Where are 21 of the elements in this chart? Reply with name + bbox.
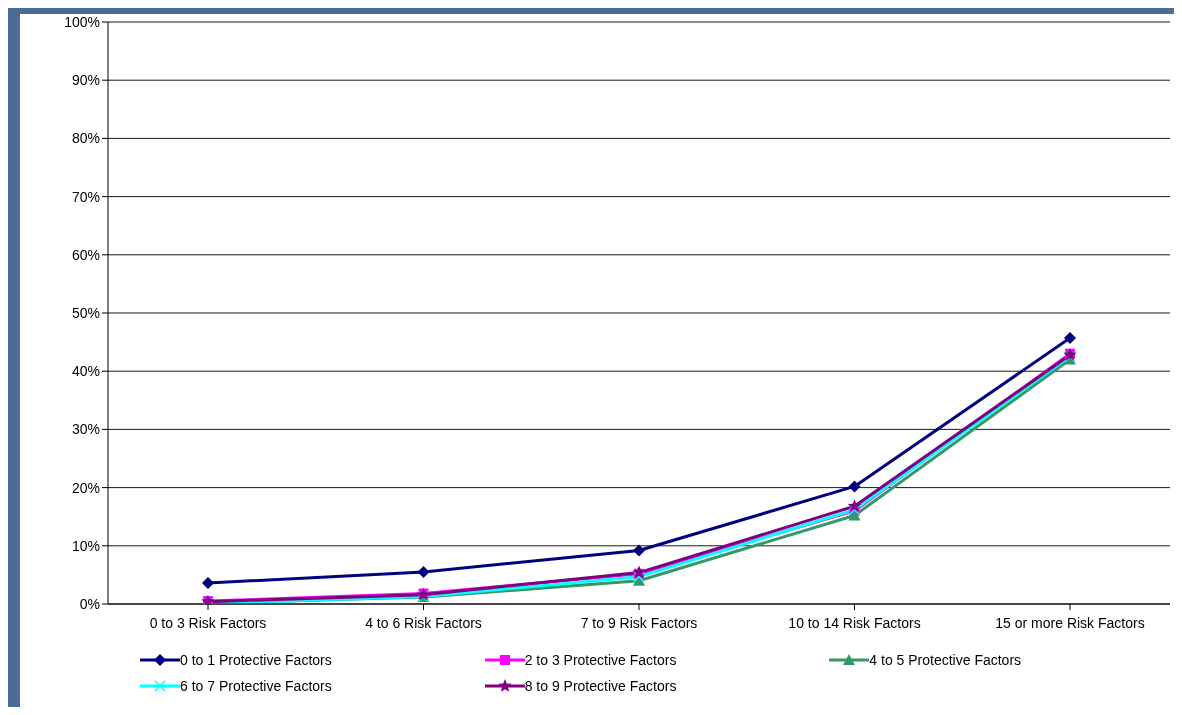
x-tick-label: 0 to 3 Risk Factors [149, 614, 267, 631]
y-tick-label: 80% [71, 130, 100, 147]
y-tick-label: 90% [71, 72, 100, 89]
legend-label: 0 to 1 Protective Factors [180, 652, 332, 668]
x-tick-label: 15 or more Risk Factors [995, 614, 1145, 631]
y-tick-label: 50% [71, 304, 100, 321]
y-tick-label: 10% [71, 537, 100, 554]
y-tick-label: 40% [71, 363, 100, 380]
legend-label: 6 to 7 Protective Factors [180, 678, 332, 694]
legend-label: 4 to 5 Protective Factors [869, 652, 1022, 668]
y-tick-label: 30% [71, 421, 100, 438]
y-tick-label: 60% [71, 246, 100, 263]
y-tick-label: 70% [71, 188, 100, 205]
x-tick-label: 7 to 9 Risk Factors [580, 614, 698, 631]
y-tick-label: 20% [71, 479, 100, 496]
legend-label: 8 to 9 Protective Factors [524, 678, 677, 694]
x-tick-label: 4 to 6 Risk Factors [365, 614, 482, 631]
y-tick-label: 100% [64, 13, 100, 30]
legend-label: 2 to 3 Protective Factors [524, 652, 677, 668]
y-tick-label: 0% [79, 595, 100, 612]
x-tick-label: 10 to 14 Risk Factors [788, 614, 921, 631]
